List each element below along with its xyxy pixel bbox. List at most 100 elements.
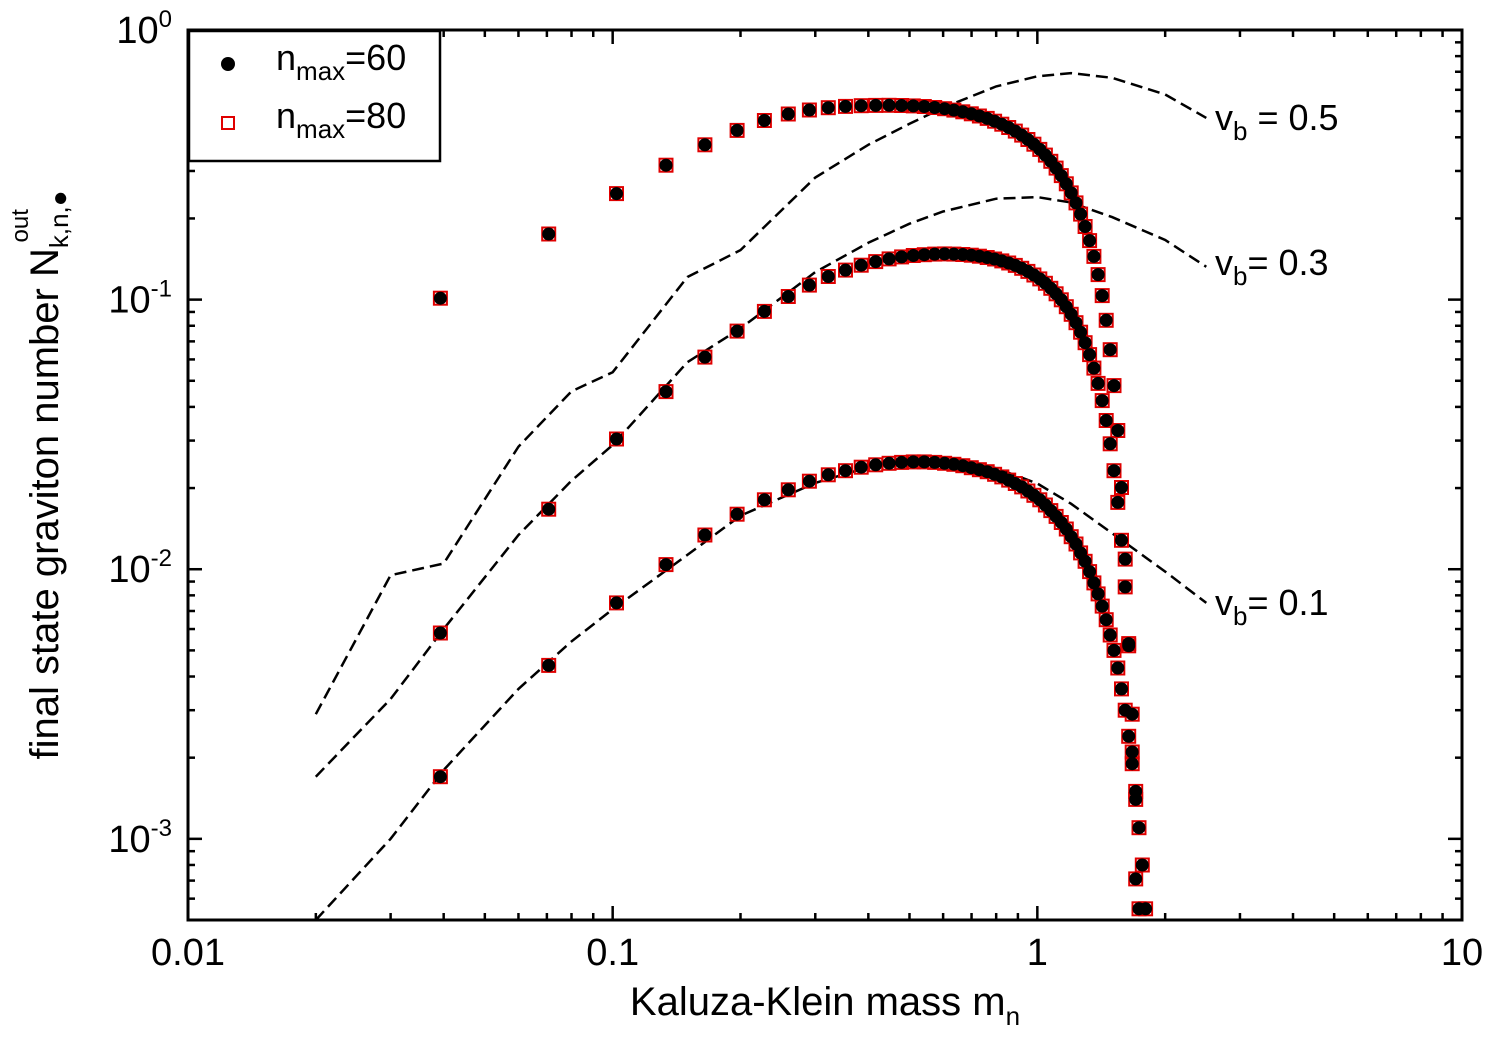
marker-circle-nmax60 — [1115, 533, 1128, 547]
marker-circle-nmax60 — [854, 258, 868, 272]
marker-circle-nmax60 — [839, 464, 852, 478]
marker-circle-nmax60 — [854, 460, 868, 474]
marker-circle-nmax60 — [882, 456, 896, 470]
marker-circle-nmax60 — [821, 270, 835, 283]
marker-circle-nmax60 — [1125, 745, 1139, 759]
marker-circle-nmax60 — [839, 263, 852, 277]
marker-circle-nmax60 — [839, 99, 852, 113]
marker-circle-nmax60 — [1099, 414, 1113, 427]
marker-circle-nmax60 — [1129, 784, 1143, 798]
marker-circle-nmax60 — [1132, 821, 1146, 835]
y-tick-label: 10-1 — [108, 276, 172, 322]
marker-circle-nmax60 — [928, 247, 942, 261]
marker-circle-nmax60 — [917, 248, 931, 262]
dashed-curve-2 — [314, 459, 1208, 921]
legend-box — [187, 29, 442, 163]
x-axis-title: Kaluza-Klein mass mn — [630, 980, 1020, 1031]
marker-circle-nmax60 — [1139, 902, 1153, 916]
marker-circle-nmax60 — [659, 558, 673, 572]
marker-circle-nmax60 — [1118, 703, 1132, 717]
marker-circle-nmax60 — [781, 107, 795, 121]
marker-circle-nmax60 — [906, 249, 920, 262]
marker-circle-nmax60 — [882, 252, 896, 266]
marker-circle-nmax60 — [1122, 729, 1136, 743]
marker-circle-nmax60 — [433, 291, 447, 305]
marker-circle-nmax60 — [1091, 376, 1105, 390]
marker-circle-nmax60 — [1095, 599, 1109, 613]
marker-circle-nmax60 — [757, 304, 771, 318]
marker-circle-nmax60 — [1083, 234, 1097, 248]
marker-circle-nmax60 — [757, 114, 771, 127]
marker-circle-nmax60 — [802, 278, 816, 292]
marker-circle-nmax60 — [895, 99, 909, 112]
marker-circle-nmax60 — [1111, 661, 1125, 675]
marker-circle-nmax60 — [659, 158, 673, 172]
marker-circle-nmax60 — [698, 528, 712, 542]
marker-circle-nmax60 — [1107, 464, 1121, 478]
marker-circle-nmax60 — [1078, 554, 1092, 568]
y-tick-label: 100 — [116, 6, 172, 52]
marker-circle-nmax60 — [698, 138, 712, 152]
y-axis-title: final state graviton number Nk,n,●out — [7, 191, 74, 760]
marker-circle-nmax60 — [821, 101, 835, 115]
marker-circle-nmax60 — [906, 99, 920, 113]
marker-circle-nmax60 — [1118, 552, 1132, 566]
marker-circle-nmax60 — [928, 455, 942, 469]
marker-circle-nmax60 — [757, 493, 771, 507]
marker-circle-nmax60 — [802, 474, 816, 488]
marker-circle-nmax60 — [1095, 394, 1109, 408]
plot-frame — [186, 28, 1464, 922]
marker-circle-nmax60 — [1087, 361, 1101, 375]
marker-circle-nmax60 — [895, 455, 909, 469]
marker-circle-nmax60 — [781, 483, 795, 497]
marker-circle-nmax60 — [433, 626, 447, 640]
legend-marker-circle — [221, 57, 235, 71]
marker-circle-nmax60 — [781, 290, 795, 303]
legend-marker-square — [221, 116, 235, 130]
marker-circle-nmax60 — [1115, 682, 1128, 696]
x-tick-label: 10 — [1441, 932, 1483, 974]
marker-circle-nmax60 — [1103, 437, 1117, 451]
marker-circle-nmax60 — [928, 101, 942, 114]
marker-circle-nmax60 — [802, 103, 816, 117]
y-tick-label: 10-2 — [108, 545, 172, 591]
marker-circle-nmax60 — [917, 455, 931, 469]
annotation-vb-03: vb= 0.3 — [1215, 242, 1329, 291]
marker-circle-nmax60 — [1107, 379, 1121, 393]
x-tick-label: 1 — [1027, 932, 1048, 974]
legend-label-nmax60: nmax=60 — [276, 37, 406, 86]
marker-circle-nmax60 — [1135, 858, 1149, 872]
marker-circle-nmax60 — [542, 502, 556, 516]
marker-circle-nmax60 — [1064, 186, 1078, 200]
marker-circle-nmax60 — [1103, 628, 1117, 642]
marker-circle-nmax60 — [1095, 289, 1109, 303]
marker-circle-nmax60 — [906, 455, 920, 469]
legend-label-nmax80: nmax=80 — [276, 95, 406, 144]
marker-circle-nmax60 — [610, 432, 623, 446]
marker-circle-nmax60 — [1069, 196, 1083, 210]
marker-circle-nmax60 — [895, 250, 909, 264]
marker-circle-nmax60 — [730, 324, 744, 338]
marker-circle-nmax60 — [1074, 207, 1088, 221]
marker-circle-nmax60 — [730, 123, 744, 137]
marker-circle-nmax60 — [1091, 587, 1105, 601]
marker-circle-nmax60 — [1083, 348, 1097, 362]
marker-circle-nmax60 — [542, 658, 556, 672]
marker-circle-nmax60 — [659, 385, 673, 399]
marker-circle-nmax60 — [1125, 757, 1139, 771]
marker-circle-nmax60 — [1118, 580, 1132, 594]
marker-circle-nmax60 — [1099, 313, 1113, 327]
marker-circle-nmax60 — [433, 770, 447, 784]
annotation-vb-05: vb = 0.5 — [1215, 97, 1339, 146]
marker-circle-nmax60 — [821, 468, 835, 482]
marker-circle-nmax60 — [869, 255, 883, 269]
marker-circle-nmax60 — [1122, 637, 1136, 651]
marker-circle-nmax60 — [542, 227, 556, 241]
marker-circle-nmax60 — [1074, 325, 1088, 339]
dashed-curve-0 — [314, 71, 1207, 715]
marker-circle-nmax60 — [1078, 220, 1092, 233]
marker-circle-nmax60 — [1099, 613, 1113, 627]
marker-circle-nmax60 — [938, 247, 952, 261]
marker-circle-nmax60 — [917, 100, 931, 113]
